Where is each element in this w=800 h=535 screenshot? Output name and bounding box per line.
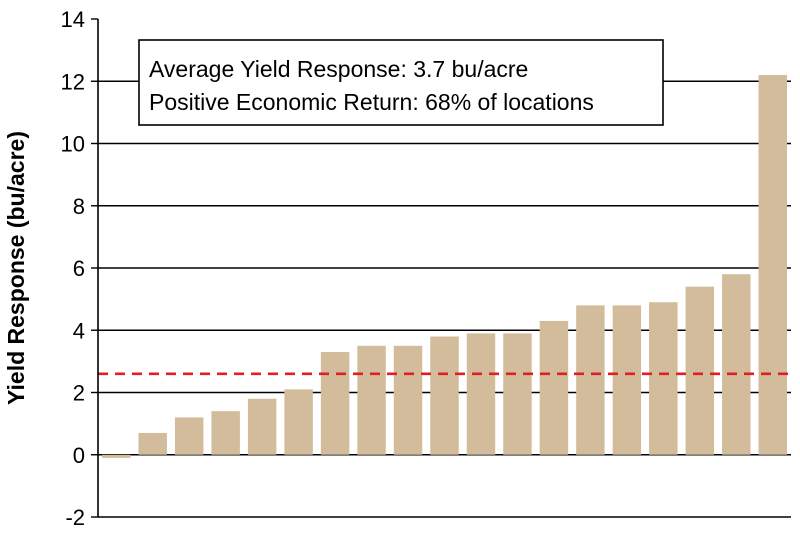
annotation-line-economic-return: Positive Economic Return: 68% of locatio… xyxy=(149,89,594,115)
bar xyxy=(576,305,605,455)
y-tick-labels: -2 0 2 4 6 8 10 12 14 xyxy=(61,7,85,530)
y-tick-label: 2 xyxy=(73,381,85,406)
bar xyxy=(612,305,642,455)
y-tick-label: -2 xyxy=(65,505,85,530)
bar xyxy=(284,389,313,455)
bars xyxy=(102,75,787,458)
bar xyxy=(758,75,787,455)
bar xyxy=(466,333,496,455)
bar xyxy=(649,302,678,455)
bar xyxy=(393,345,423,455)
y-axis-title: Yield Response (bu/acre) xyxy=(3,131,29,405)
bar xyxy=(685,286,715,455)
bar xyxy=(357,345,386,455)
y-tick-label: 10 xyxy=(61,132,85,157)
axes xyxy=(91,18,791,518)
annotation-box: Average Yield Response: 3.7 bu/acre Posi… xyxy=(138,39,664,126)
y-tick-label: 12 xyxy=(61,69,85,94)
y-tick-label: 4 xyxy=(73,318,85,343)
bar xyxy=(503,333,532,455)
bar xyxy=(174,417,204,455)
bar xyxy=(320,352,350,455)
annotation-frame xyxy=(138,39,664,126)
y-tick-label: 14 xyxy=(61,7,85,32)
bar xyxy=(102,454,131,458)
bar xyxy=(722,274,751,455)
bar xyxy=(430,336,459,455)
y-tick-label: 8 xyxy=(73,194,85,219)
bar xyxy=(138,432,167,455)
bar xyxy=(211,411,240,455)
annotation-line-average: Average Yield Response: 3.7 bu/acre xyxy=(149,56,528,82)
y-tick-label: 6 xyxy=(73,256,85,281)
y-tick-label: 0 xyxy=(73,443,85,468)
bar xyxy=(247,398,277,455)
bar xyxy=(539,320,569,455)
